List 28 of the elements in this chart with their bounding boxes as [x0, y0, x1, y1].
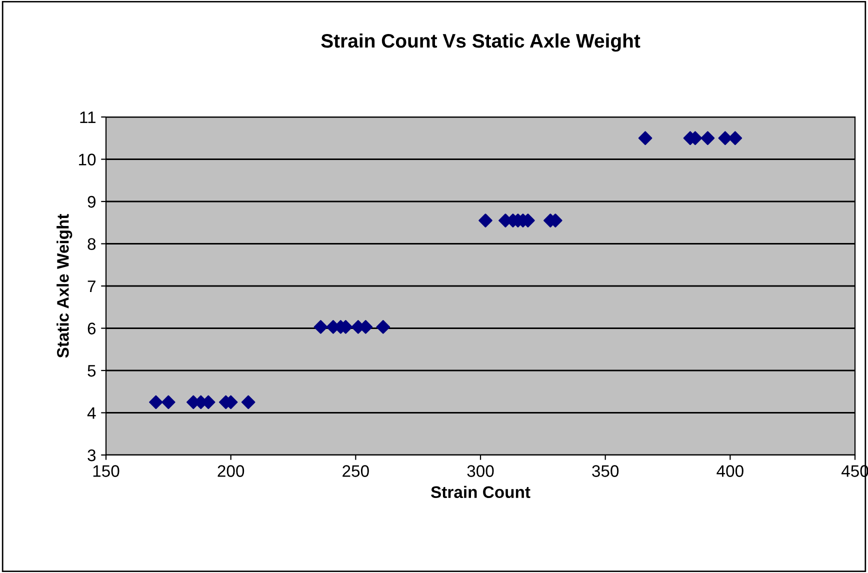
point: [376, 320, 390, 334]
x-tick-label: 250: [342, 465, 369, 477]
y-tick-label: 11: [80, 112, 96, 124]
point: [241, 395, 256, 410]
x-tick-label: 150: [93, 465, 120, 477]
y-tick-label: 4: [87, 407, 96, 419]
x-tick-label: 400: [716, 465, 744, 477]
y-tick-label: 6: [88, 322, 96, 334]
x-tick-label: 300: [467, 465, 494, 477]
chart-title: Strain Count Vs Static Axle Weight: [321, 33, 640, 52]
point: [162, 395, 176, 410]
y-tick-label: 9: [88, 196, 96, 208]
point: [149, 395, 163, 410]
x-tick-label: 350: [592, 465, 619, 477]
point: [718, 131, 732, 146]
point: [700, 131, 715, 146]
x-tick-label: 200: [218, 465, 244, 477]
y-tick-label: 5: [88, 365, 96, 377]
point: [314, 320, 328, 334]
x-axis-title: Strain Count: [430, 486, 530, 498]
point: [478, 214, 492, 228]
y-axis-title: Static Axle Weight: [56, 214, 72, 358]
y-tick-label: 7: [88, 280, 96, 292]
y-tick-label: 10: [79, 154, 96, 166]
y-tick-label: 8: [88, 238, 96, 250]
y-tick-label: 3: [88, 449, 96, 462]
point: [638, 131, 652, 146]
point: [728, 131, 742, 146]
